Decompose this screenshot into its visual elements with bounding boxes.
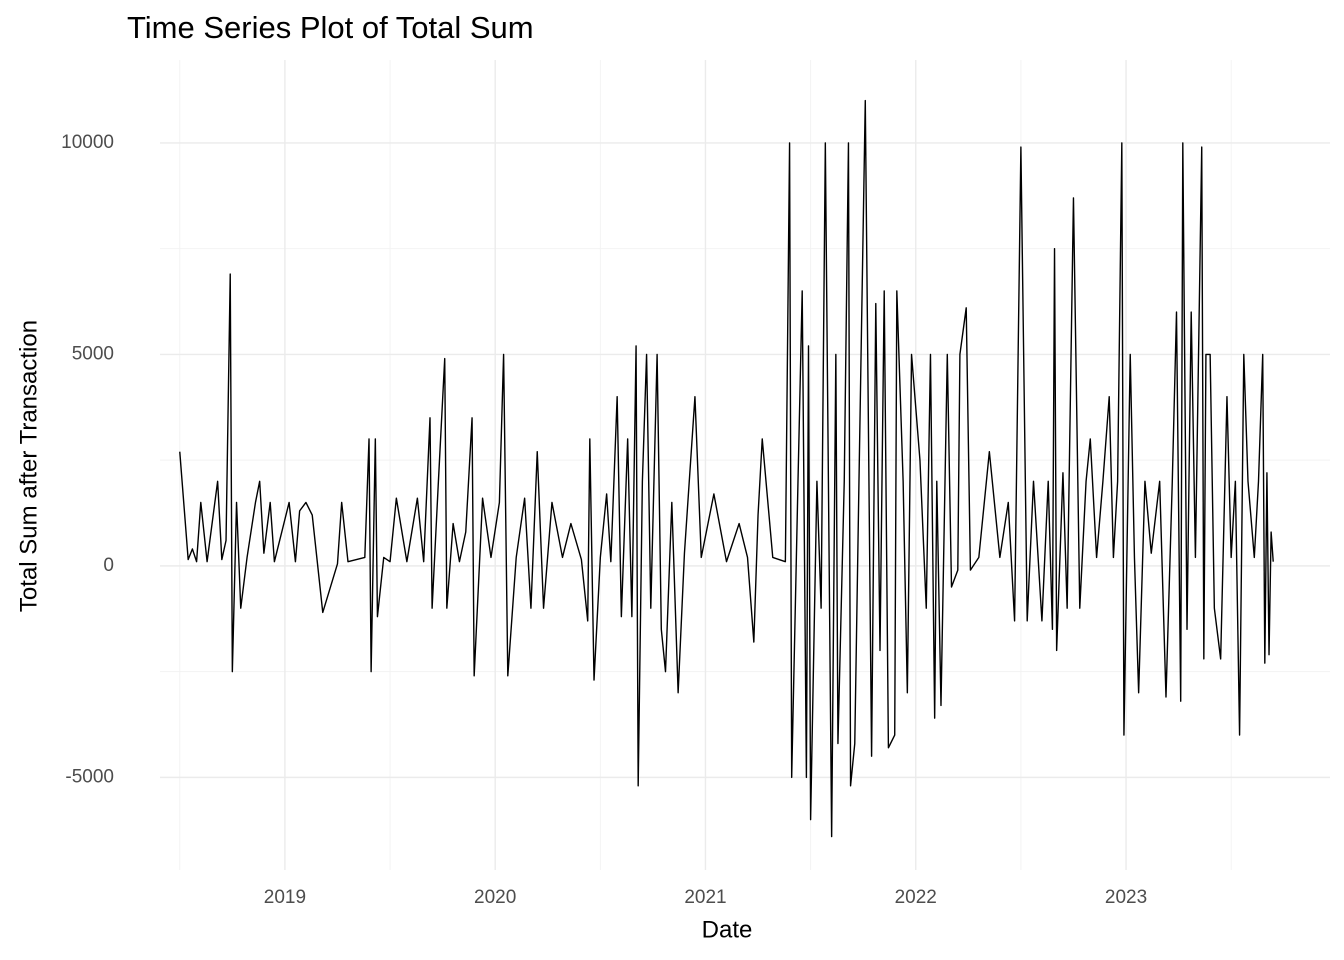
y-tick-label: 5000 (72, 343, 114, 364)
x-tick-label: 2023 (1105, 887, 1147, 908)
chart-title: Time Series Plot of Total Sum (127, 10, 534, 45)
x-tick-label: 2022 (895, 887, 937, 908)
x-tick-label: 2021 (684, 887, 726, 908)
x-tick-label: 2019 (264, 887, 306, 908)
x-tick-label: 2020 (474, 887, 516, 908)
series-line (179, 99, 1274, 838)
y-axis-title: Total Sum after Transaction (15, 320, 42, 612)
y-tick-label: 0 (103, 555, 114, 576)
x-axis-title: Date (702, 916, 753, 943)
y-tick-label: 10000 (61, 132, 114, 153)
y-tick-label: -5000 (65, 766, 114, 787)
